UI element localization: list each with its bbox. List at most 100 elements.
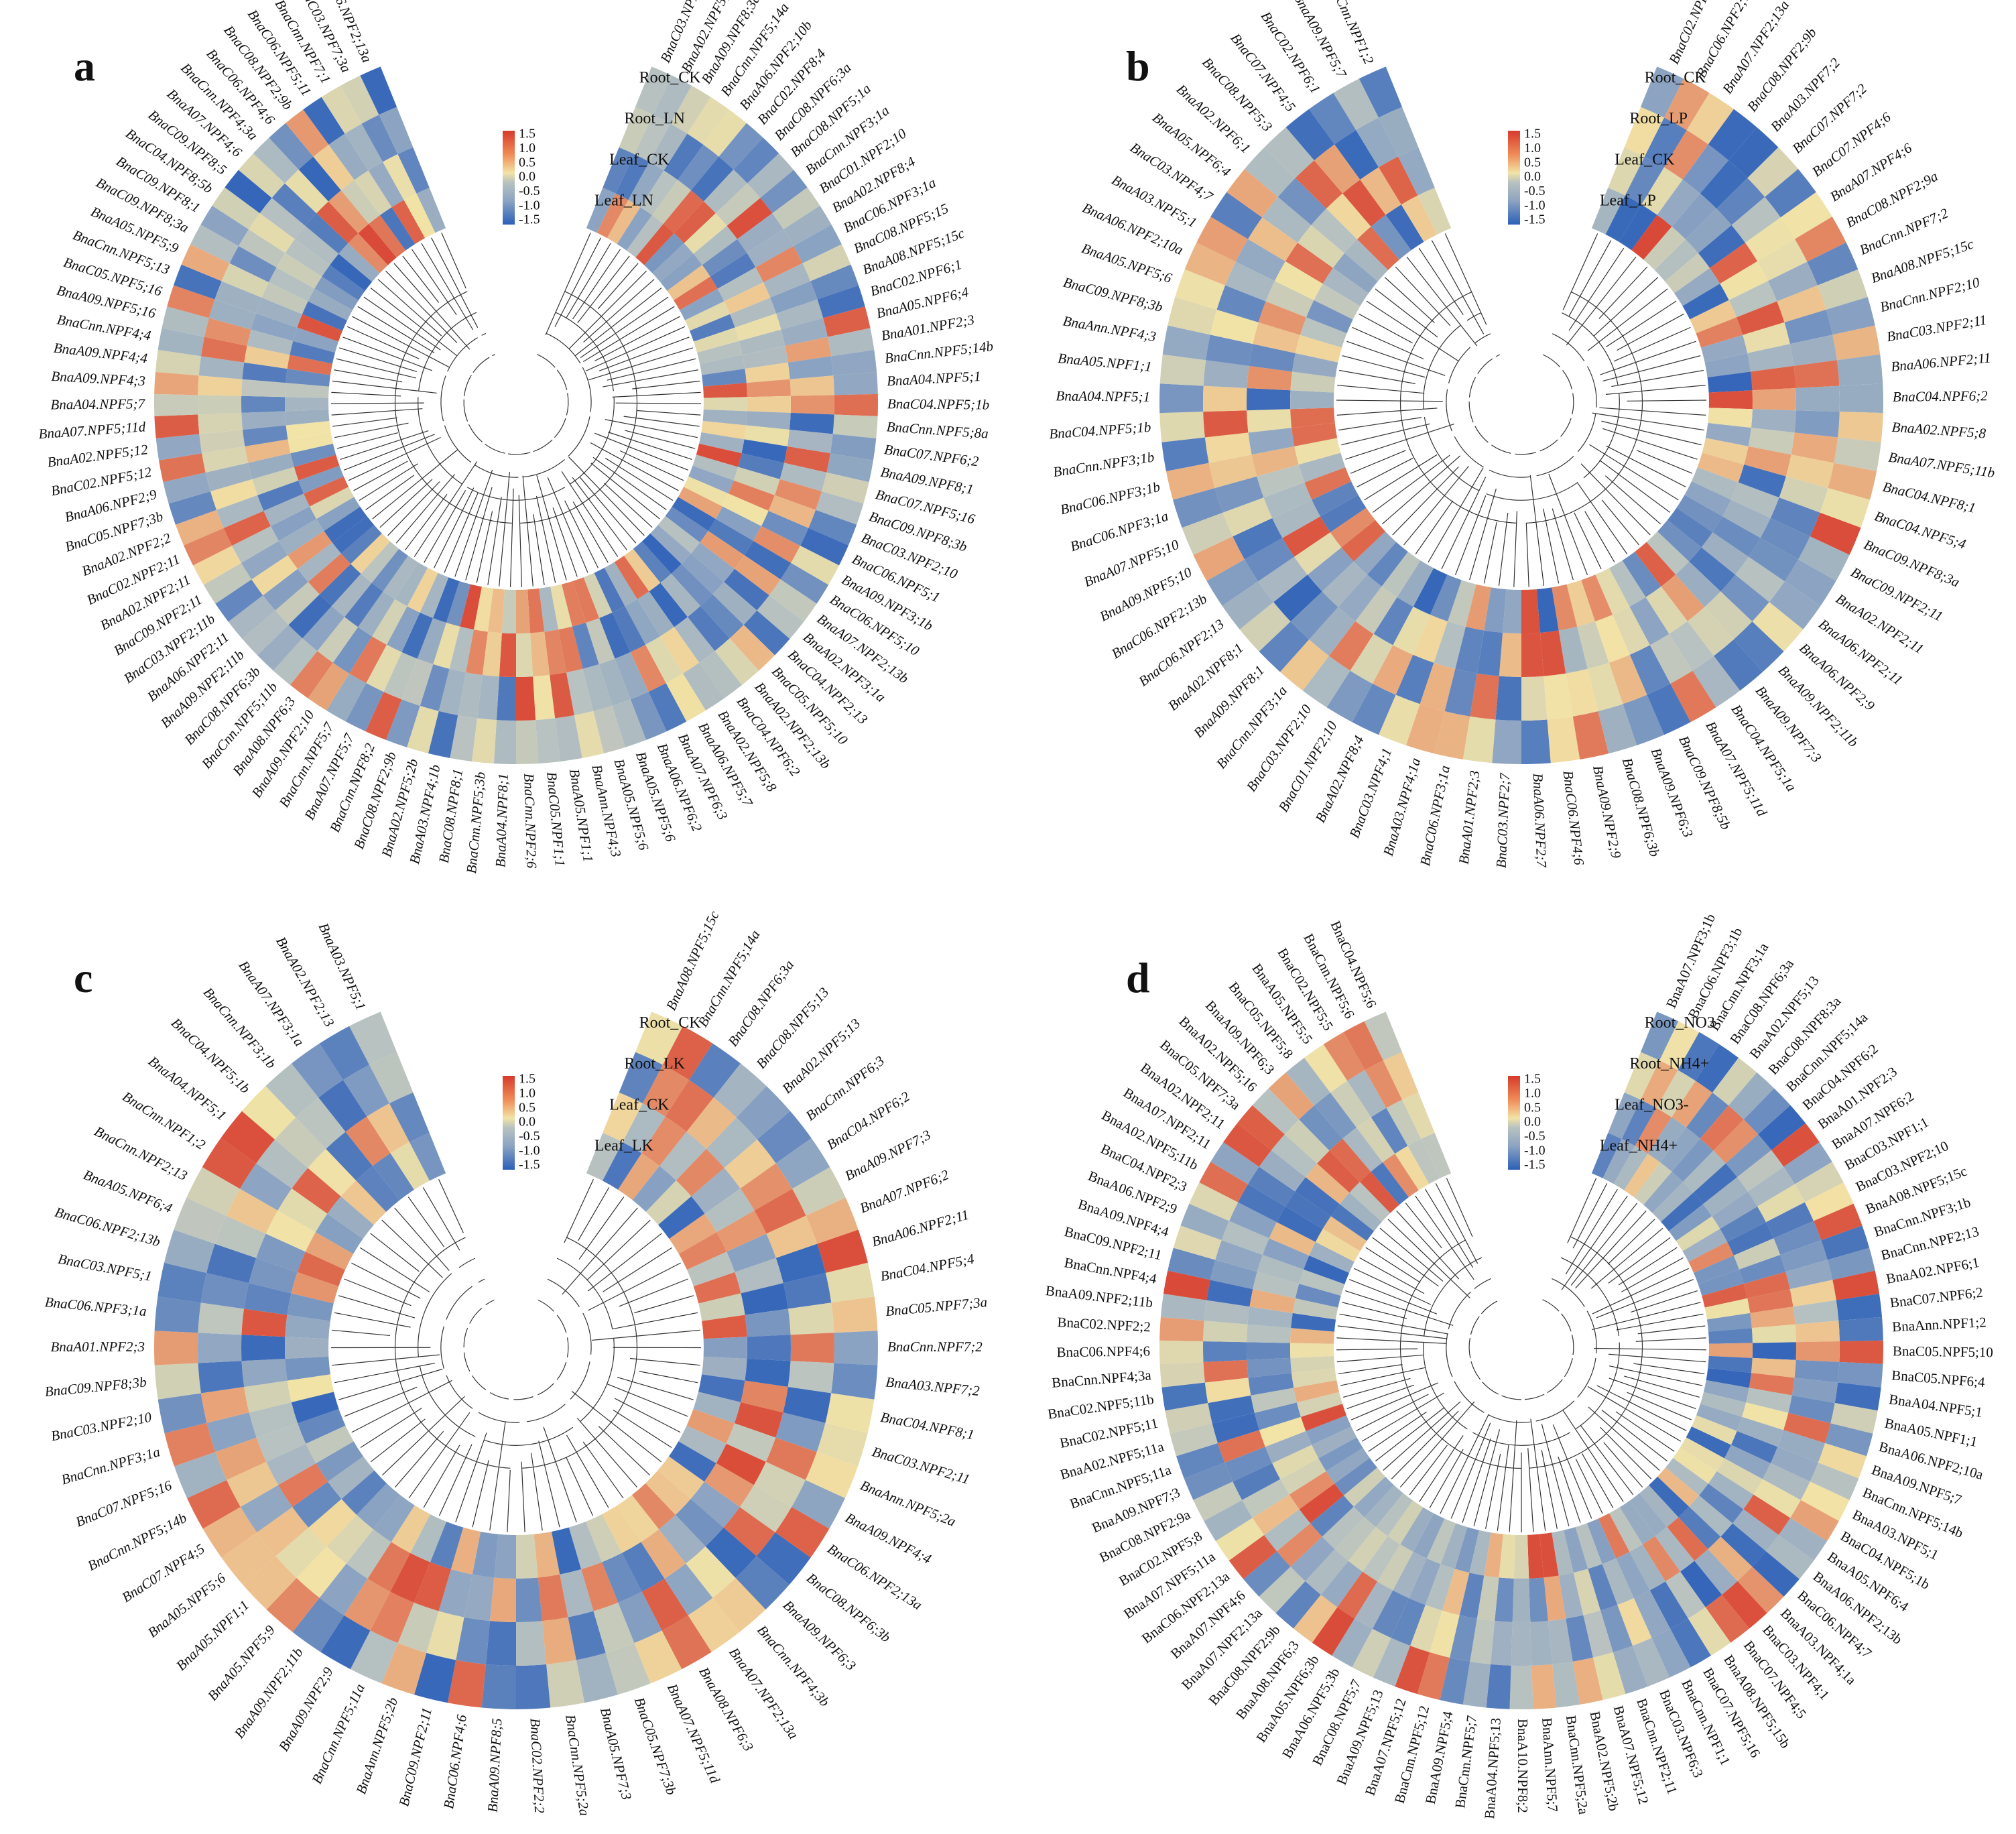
- heatmap-cell: [351, 533, 391, 574]
- heatmap-cell: [736, 1086, 791, 1140]
- tree-arc: [1560, 1257, 1619, 1337]
- tree-branch: [1336, 400, 1443, 402]
- heatmap-cell: [215, 579, 263, 622]
- heatmap-cell: [533, 674, 556, 721]
- heatmap-cell: [766, 1215, 818, 1258]
- heatmap-cell: [1552, 1661, 1580, 1708]
- heatmap-cell: [614, 556, 649, 599]
- heatmap-cell: [1395, 654, 1434, 705]
- heatmap-cell: [308, 1149, 357, 1197]
- heatmap-cell: [190, 225, 239, 263]
- tree-branch: [1338, 1364, 1403, 1375]
- tree-branch: [332, 1329, 391, 1337]
- tree-branch: [360, 1408, 422, 1448]
- heatmap-cell: [779, 463, 827, 492]
- heatmap-cell: [1788, 1395, 1835, 1424]
- gene-label: BnaCnn.NPF5;8a: [886, 418, 989, 442]
- heatmap-cell: [1206, 334, 1253, 366]
- heatmap-cell: [200, 1387, 249, 1423]
- heatmap-cell: [1387, 1500, 1424, 1544]
- heatmap-cell: [409, 1133, 446, 1181]
- heatmap-cell: [1688, 1241, 1734, 1273]
- heatmap-cell: [1196, 217, 1249, 262]
- tree-branch: [1572, 1183, 1608, 1249]
- tree-arc: [1564, 1357, 1573, 1378]
- heatmap-cell: [1212, 1412, 1259, 1443]
- heatmap-cell: [1527, 1534, 1544, 1579]
- tree-arc: [1446, 389, 1453, 432]
- gene-label: BnaCnn.NPF3;1b: [1052, 449, 1155, 481]
- heatmap-cell: [1762, 1463, 1810, 1500]
- heatmap-cell: [265, 1063, 319, 1118]
- heatmap-cell: [1277, 1523, 1322, 1567]
- heatmap-cell: [833, 371, 878, 395]
- heatmap-cell: [1691, 467, 1739, 500]
- heatmap-cell: [1337, 1571, 1378, 1619]
- tree-branch: [1633, 1363, 1705, 1375]
- tree-branch: [370, 1233, 420, 1272]
- tree-branch: [1399, 1401, 1475, 1488]
- heatmap-cell: [1292, 422, 1338, 446]
- tree-arc: [1466, 312, 1481, 321]
- heatmap-cell: [817, 285, 865, 318]
- heatmap-cell: [1160, 1294, 1207, 1321]
- heatmap-cell: [326, 1514, 373, 1564]
- heatmap-cell: [1168, 297, 1217, 335]
- gene-label: BnaC09.NPF8;3b: [44, 1373, 147, 1400]
- heatmap-cell: [458, 672, 483, 719]
- tree-arc: [1536, 456, 1574, 477]
- tree-branch: [1431, 240, 1485, 334]
- tree-branch: [1631, 1290, 1698, 1313]
- heatmap-cell: [221, 1532, 276, 1585]
- heatmap-cell: [1698, 1269, 1744, 1296]
- heatmap-cell: [255, 298, 302, 328]
- tree-branch: [1387, 1219, 1470, 1298]
- legend-tick-label: 0.0: [519, 170, 536, 184]
- heatmap-cell: [619, 107, 653, 154]
- heatmap-cell: [446, 580, 471, 627]
- heatmap-cell: [693, 1392, 741, 1424]
- heatmap-cell: [1521, 632, 1544, 677]
- heatmap-cell: [1300, 1404, 1346, 1431]
- heatmap-cell: [1751, 1357, 1796, 1378]
- heatmap-cell: [734, 1402, 783, 1438]
- heatmap-cell: [1381, 552, 1421, 597]
- heatmap-cell: [1306, 300, 1353, 334]
- tree-branch: [353, 461, 408, 491]
- heatmap-cell: [1210, 310, 1259, 345]
- heatmap-cell: [298, 1408, 346, 1444]
- heatmap-cell: [414, 1652, 456, 1703]
- heatmap-cell: [628, 162, 664, 208]
- legend-tick-label: 1.5: [1524, 127, 1541, 141]
- heatmap-cell: [164, 1229, 215, 1273]
- heatmap-cell: [723, 1507, 775, 1556]
- heatmap-cell: [1371, 215, 1411, 260]
- gene-label: BnaC04.NPF6;2: [1893, 387, 1988, 405]
- heatmap-cell: [1743, 1272, 1790, 1298]
- heatmap-cell: [1733, 1238, 1781, 1270]
- heatmap-cell: [1284, 1119, 1330, 1164]
- heatmap-cell: [251, 313, 298, 341]
- heatmap-cell: [314, 276, 359, 310]
- heatmap-cell: [257, 1507, 309, 1556]
- tree-branch: [387, 481, 440, 536]
- heatmap-cell: [774, 479, 822, 510]
- heatmap-cell: [198, 412, 243, 434]
- heatmap-cell: [245, 439, 291, 463]
- heatmap-cell: [319, 564, 361, 607]
- heatmap-cell: [223, 511, 271, 546]
- tree-branch: [336, 432, 398, 449]
- gene-label: BnaAnn.NPF1;2: [1892, 1314, 1987, 1335]
- tree-branch: [613, 1409, 672, 1448]
- heatmap-cell: [533, 1531, 560, 1578]
- heatmap-cell: [1708, 1328, 1753, 1344]
- heatmap-cell: [1680, 1437, 1724, 1471]
- heatmap-cell: [555, 715, 582, 761]
- heatmap-cell: [263, 493, 310, 526]
- heatmap-cell: [155, 434, 202, 461]
- tree-branch: [334, 369, 403, 383]
- tree-branch: [412, 249, 457, 316]
- tree-arc: [468, 424, 483, 442]
- heatmap-cell: [1208, 1395, 1255, 1424]
- heatmap-cell: [344, 583, 383, 627]
